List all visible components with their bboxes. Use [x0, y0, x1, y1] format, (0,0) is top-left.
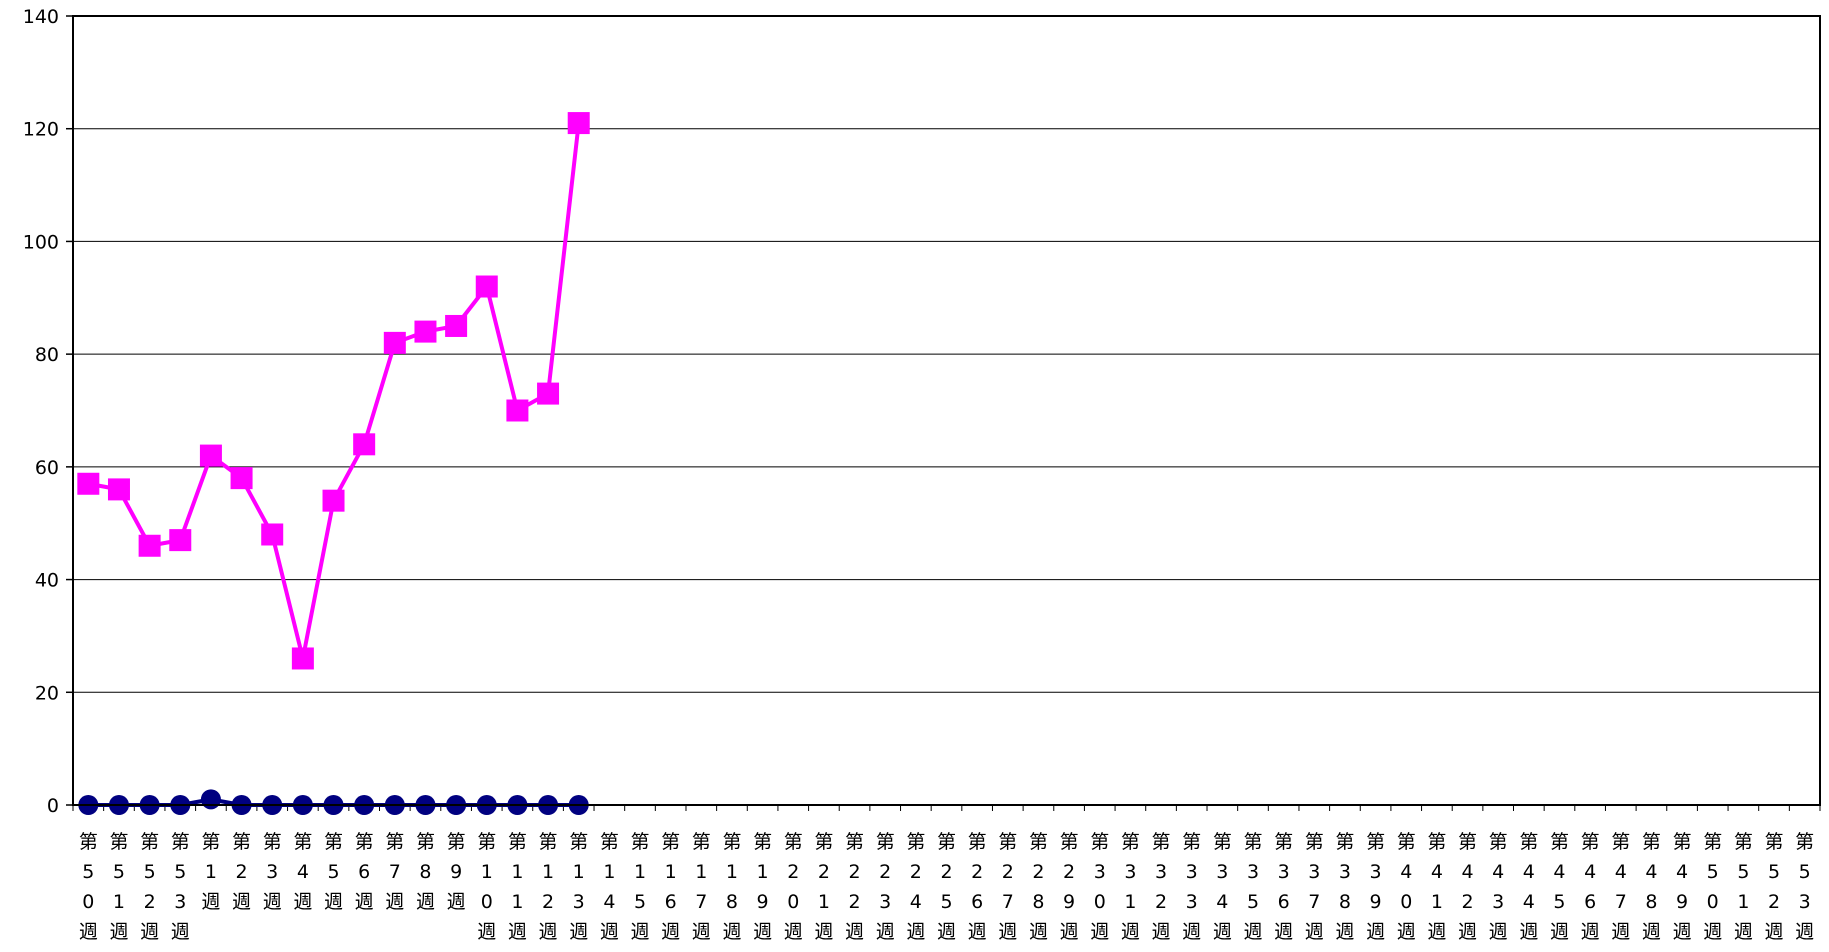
y-tick-label: 40 — [35, 570, 59, 592]
series-1-point — [199, 444, 222, 467]
series-1-point — [77, 472, 100, 495]
series-1-line — [87, 122, 581, 661]
x-axis-ticks: 第 5 0 週第 5 1 週第 5 2 週第 5 3 週第 1 週第 2 週第 3 週第 4 週第 5 週第 6 週第 7 週第 8 週… — [72, 805, 1821, 943]
series-1-point — [322, 489, 345, 512]
series-1-point — [414, 320, 437, 343]
series-1-point — [445, 314, 468, 337]
y-tick-label: 120 — [23, 119, 59, 141]
series-1-point — [230, 467, 253, 490]
series-2-point — [200, 789, 221, 810]
y-tick-label: 60 — [35, 457, 59, 479]
plot-series — [77, 112, 590, 815]
gridlines — [73, 128, 1820, 693]
y-tick-label: 80 — [35, 344, 59, 366]
y-tick-label: 0 — [47, 795, 59, 817]
series-1-point — [353, 433, 376, 456]
series-1-point — [107, 478, 130, 501]
series-1-point — [537, 382, 560, 405]
series-1-point — [169, 529, 192, 552]
y-tick-label: 140 — [23, 6, 59, 28]
series-1-point — [475, 275, 498, 298]
series-1-point — [383, 331, 406, 354]
y-tick-label: 20 — [35, 682, 59, 704]
series-1-point — [291, 647, 314, 670]
series-1-point — [261, 523, 284, 546]
series-1-point — [138, 534, 161, 557]
plot-frame — [72, 15, 1821, 806]
series-1-point — [506, 399, 529, 422]
y-axis-ticks: 0 20 40 60 80 100 120 140 — [23, 6, 73, 817]
y-tick-label: 100 — [23, 231, 59, 253]
series-1-point — [567, 112, 590, 135]
